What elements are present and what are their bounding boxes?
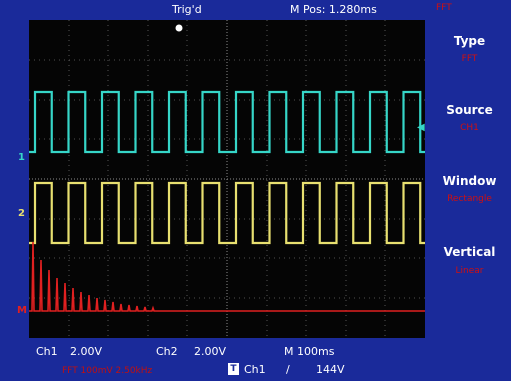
horizontal-position: M Pos: 1.280ms: [290, 3, 377, 16]
graticule: [29, 20, 425, 338]
trigger-position-marker: [175, 24, 183, 32]
menu-type-value[interactable]: FFT: [461, 54, 478, 64]
fft-trace: [29, 241, 425, 312]
menu-window-label[interactable]: Window: [442, 174, 497, 188]
trigger-badge: T: [228, 363, 239, 375]
ch1-scale: 2.00V: [70, 345, 103, 358]
timebase: M 100ms: [284, 345, 335, 358]
menu-vertical-label[interactable]: Vertical: [443, 245, 496, 259]
trigger-status: Trig'd: [172, 3, 202, 16]
ch2-trace: [29, 181, 425, 245]
menu-mode: FFT: [436, 3, 452, 13]
trigger-slope-icon: /: [286, 363, 290, 376]
menu-source-label[interactable]: Source: [446, 103, 493, 117]
top-status-bar: Trig'd M Pos: 1.280ms FFT: [0, 0, 511, 20]
trigger-source: Ch1: [244, 363, 266, 376]
waveform-display: [29, 20, 425, 338]
waveform-graph: [29, 20, 425, 338]
menu-type-label[interactable]: Type: [453, 34, 486, 48]
fft-info: FFT 100mV 2.50kHz: [62, 366, 153, 376]
math-marker[interactable]: M: [17, 305, 27, 316]
trigger-level-marker[interactable]: ◀: [417, 122, 425, 133]
trigger-level: 144V: [316, 363, 345, 376]
graticule-center: [29, 20, 425, 338]
side-menu: Type FFT Source CH1 Window Rectangle Ver…: [428, 0, 511, 381]
ch2-label: Ch2: [156, 345, 178, 358]
ch1-trace: [29, 90, 425, 154]
ch2-ground-marker[interactable]: 2: [18, 208, 25, 219]
menu-source-value[interactable]: CH1: [460, 123, 479, 133]
ch2-scale: 2.00V: [194, 345, 227, 358]
menu-vertical-value[interactable]: Linear: [455, 266, 484, 276]
ch1-ground-marker[interactable]: 1: [18, 152, 25, 163]
menu-window-value[interactable]: Rectangle: [447, 194, 492, 204]
ch1-label: Ch1: [36, 345, 58, 358]
